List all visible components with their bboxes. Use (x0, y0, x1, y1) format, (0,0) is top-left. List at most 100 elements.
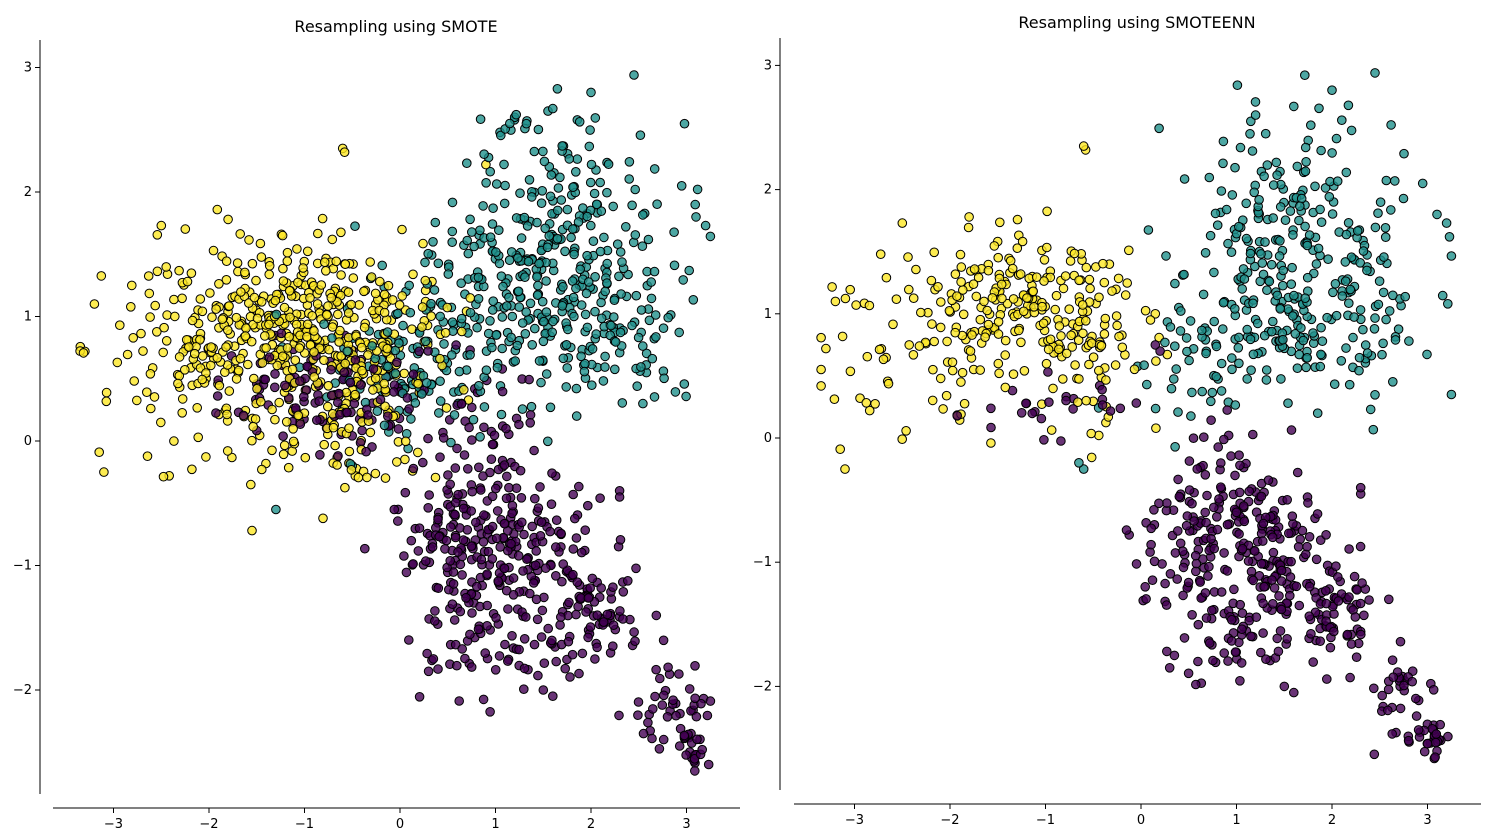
data-point-yellow (319, 355, 329, 366)
data-point-teal (423, 248, 434, 259)
data-point-teal (561, 382, 572, 392)
data-point-yellow (208, 245, 219, 256)
data-point-teal (638, 398, 648, 409)
data-point-purple (1161, 600, 1172, 610)
data-point-yellow (161, 336, 172, 346)
data-point-teal (462, 235, 473, 246)
data-point-purple (423, 346, 433, 356)
data-point-yellow (324, 344, 334, 355)
data-point-teal (1230, 304, 1240, 314)
data-point-teal (488, 296, 499, 307)
data-point-teal (602, 187, 612, 198)
data-point-purple (459, 450, 470, 460)
data-point-yellow (908, 350, 919, 360)
data-point-purple (1285, 572, 1296, 582)
data-point-purple (464, 422, 474, 433)
data-point-purple (1202, 490, 1212, 501)
data-point-yellow (322, 310, 332, 320)
data-point-purple (1154, 498, 1164, 509)
data-point-teal (1242, 324, 1252, 335)
data-point-purple (1244, 486, 1254, 497)
data-point-teal (676, 181, 687, 191)
data-point-yellow (965, 346, 976, 356)
data-point-yellow (277, 230, 288, 241)
data-point-yellow (1041, 358, 1052, 369)
data-point-purple (690, 766, 700, 776)
y-tick-label: 3 (24, 61, 32, 76)
data-point-purple (1321, 598, 1332, 609)
data-point-yellow (318, 513, 328, 524)
data-point-teal (562, 204, 573, 215)
data-point-yellow (958, 309, 969, 320)
data-point-yellow (247, 258, 258, 269)
data-point-yellow (967, 330, 977, 340)
data-point-teal (1324, 192, 1335, 202)
data-point-teal (487, 342, 497, 353)
data-point-purple (448, 567, 459, 577)
data-point-purple (1216, 587, 1227, 597)
data-point-yellow (344, 446, 355, 457)
data-point-yellow (816, 381, 826, 391)
data-point-yellow (293, 410, 304, 421)
data-point-purple (1428, 685, 1439, 695)
data-point-purple (647, 733, 657, 744)
data-point-purple (1162, 646, 1172, 657)
data-point-teal (1301, 157, 1311, 167)
data-point-purple (1355, 598, 1366, 609)
data-point-yellow (435, 353, 445, 364)
data-point-purple (592, 610, 603, 621)
data-point-teal (1380, 223, 1391, 233)
data-point-teal (529, 146, 540, 157)
data-point-teal (596, 313, 607, 324)
data-point-yellow (309, 347, 319, 357)
data-point-teal (483, 328, 494, 339)
data-point-purple (270, 369, 280, 379)
data-point-teal (1289, 290, 1299, 301)
data-point-teal (1197, 325, 1207, 336)
data-point-yellow (883, 378, 894, 389)
y-tick-label: 1 (24, 310, 32, 325)
data-point-purple (1256, 491, 1267, 502)
data-point-purple (1411, 693, 1421, 704)
data-point-purple (345, 377, 356, 388)
data-point-yellow (1043, 344, 1054, 355)
data-point-teal (1143, 225, 1154, 235)
data-point-yellow (935, 373, 946, 384)
data-point-purple (1331, 561, 1341, 572)
data-point-purple (507, 631, 517, 641)
data-point-purple (1419, 746, 1430, 757)
data-point-purple (560, 663, 571, 674)
data-point-purple (493, 576, 504, 587)
data-point-purple (1431, 729, 1442, 739)
data-point-teal (488, 203, 498, 213)
data-point-teal (1358, 324, 1368, 335)
data-point-teal (545, 191, 556, 202)
data-point-teal (576, 300, 587, 310)
data-point-teal (521, 118, 532, 129)
data-point-purple (1223, 656, 1233, 666)
data-point-purple (1237, 608, 1248, 619)
data-point-purple (1287, 511, 1298, 522)
data-point-teal (1294, 349, 1304, 360)
data-point-yellow (1014, 325, 1024, 336)
data-point-purple (1209, 502, 1219, 513)
data-point-purple (430, 616, 440, 626)
data-point-purple (454, 696, 465, 706)
data-point-teal (1245, 334, 1256, 345)
data-point-teal (430, 217, 441, 228)
data-point-yellow (101, 396, 112, 407)
data-point-yellow (979, 296, 989, 307)
data-point-yellow (232, 258, 243, 268)
data-point-yellow (211, 304, 221, 314)
data-point-teal (1278, 334, 1288, 345)
data-point-teal (1166, 383, 1177, 394)
data-point-teal (521, 307, 532, 317)
data-point-purple (299, 392, 309, 402)
data-point-purple (1200, 470, 1211, 480)
data-point-teal (1374, 276, 1385, 287)
data-point-yellow (260, 331, 270, 341)
data-point-purple (545, 526, 555, 537)
data-point-purple (333, 451, 343, 461)
data-point-teal (586, 220, 596, 231)
data-point-yellow (855, 393, 865, 404)
